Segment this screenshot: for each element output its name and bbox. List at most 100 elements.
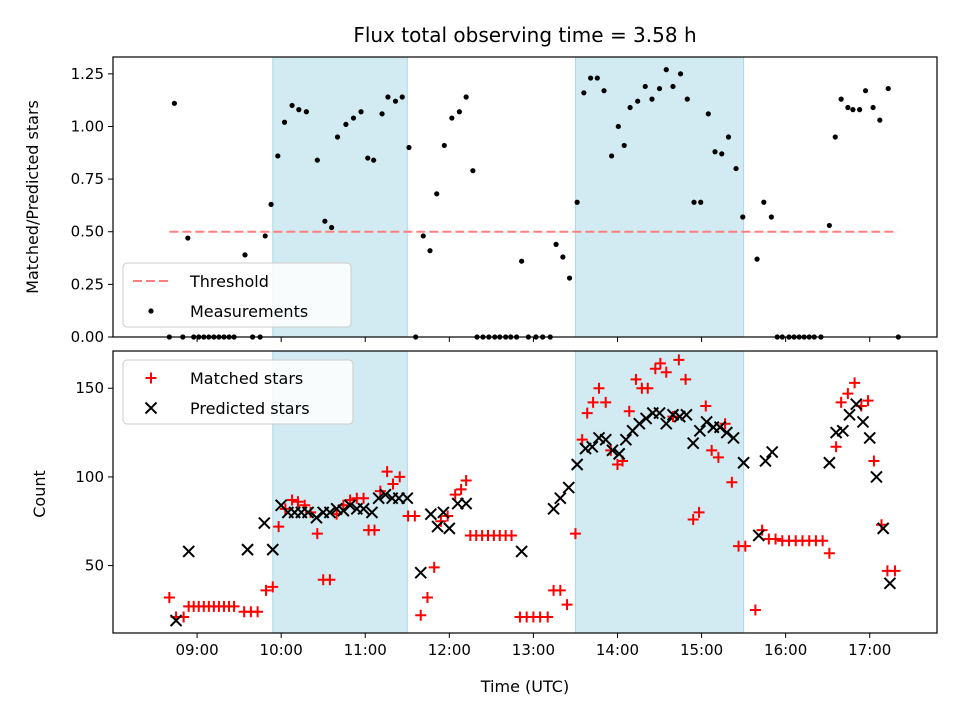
- predicted-stars-point-23: [401, 492, 414, 505]
- legend-handle-0: [145, 372, 157, 384]
- measurements-point-63: [581, 90, 587, 96]
- matched-stars-point-92: [749, 604, 761, 616]
- measurements-point-83: [719, 151, 725, 157]
- matched-stars-point-20: [286, 494, 298, 506]
- measurements-point-70: [627, 104, 633, 111]
- predicted-stars-point-62: [765, 445, 779, 459]
- matched-stars-point-42: [428, 561, 440, 573]
- matched-stars-point-68: [593, 382, 605, 394]
- measurements-point-23: [314, 157, 320, 163]
- measurements-point-74: [656, 85, 663, 92]
- measurements-point-99: [826, 222, 832, 229]
- measurements-point-86: [740, 214, 746, 220]
- measurements-point-43: [456, 109, 463, 115]
- matched-stars-point-85: [700, 400, 712, 412]
- measurements-point-67: [609, 153, 615, 159]
- bottom-y-axis-label: Count: [30, 470, 49, 518]
- chart-title: Flux total observing time = 3.58 h: [353, 23, 696, 47]
- measurements-point-75: [663, 67, 669, 73]
- matched-stars-point-83: [687, 513, 699, 525]
- matched-stars-point-104: [830, 441, 842, 453]
- measurements-point-73: [649, 96, 655, 102]
- matched-stars-point-78: [654, 357, 666, 369]
- measurements-point-59: [553, 241, 559, 247]
- matched-stars-point-64: [569, 528, 581, 540]
- measurements-point-103: [850, 107, 856, 113]
- matched-stars-point-106: [842, 388, 854, 400]
- matched-stars-point-82: [680, 373, 692, 385]
- measurements-point-60: [560, 254, 566, 260]
- matched-stars-point-24: [311, 528, 323, 540]
- matched-stars-point-65: [576, 434, 588, 446]
- measurements-point-79: [691, 199, 697, 205]
- x-tick-label-3: 12:00: [428, 641, 471, 659]
- measurements-point-106: [870, 104, 876, 111]
- predicted-stars-point-59: [737, 456, 750, 469]
- matched-stars-point-47: [460, 474, 472, 486]
- measurements-point-22: [303, 109, 309, 115]
- predicted-stars-point-33: [554, 492, 567, 505]
- measurements-point-68: [615, 123, 621, 130]
- predicted-stars-point-72: [883, 577, 897, 590]
- x-tick-label-5: 14:00: [596, 641, 639, 659]
- matched-stars-point-91: [739, 540, 751, 552]
- legend-box-ratio: [122, 262, 352, 328]
- matched-stars-point-16: [260, 584, 272, 596]
- matched-stars-point-81: [673, 354, 685, 366]
- matched-stars-point-110: [868, 455, 880, 467]
- measurements-point-101: [838, 96, 844, 102]
- measurements-point-104: [857, 107, 863, 113]
- y-tick-label-counts-0: 50: [85, 557, 104, 575]
- y-tick-label-counts-1: 100: [75, 468, 104, 486]
- measurements-point-77: [677, 71, 684, 77]
- matched-stars-point-74: [630, 373, 642, 385]
- measurements-point-30: [365, 155, 371, 161]
- measurements-point-25: [329, 224, 335, 231]
- measurements-point-72: [642, 83, 648, 90]
- matched-stars-point-34: [374, 485, 386, 497]
- predicted-stars-point-35: [570, 458, 584, 471]
- predicted-stars-point-40: [606, 444, 619, 457]
- predicted-stars-point-58: [727, 431, 740, 445]
- predicted-stars-point-39: [599, 433, 612, 446]
- measurements-point-66: [601, 88, 607, 94]
- measurements-point-39: [427, 248, 433, 254]
- matched-stars-point-80: [667, 411, 679, 423]
- measurements-point-17: [268, 201, 274, 207]
- predicted-stars-point-20: [379, 488, 392, 501]
- measurements-point-78: [684, 96, 690, 102]
- predicted-stars-point-66: [843, 408, 856, 422]
- predicted-stars-point-0: [169, 614, 183, 627]
- matched-stars-point-93: [756, 524, 768, 536]
- matched-stars-point-0: [163, 592, 175, 604]
- y-tick-label-ratio-1: 0.25: [71, 275, 104, 293]
- y-tick-label-ratio-3: 0.75: [71, 170, 104, 188]
- predicted-stars-point-32: [547, 502, 560, 516]
- matched-stars-point-46: [455, 483, 467, 495]
- matched-stars-point-67: [587, 396, 599, 408]
- legend-label-ratio-0: Threshold: [189, 272, 269, 291]
- predicted-stars-point-27: [437, 506, 450, 519]
- matched-stars-point-29: [344, 494, 356, 506]
- matched-stars-point-15: [252, 606, 264, 618]
- measurements-point-34: [392, 98, 399, 104]
- shaded-span-counts-1: [574, 350, 745, 634]
- measurements-point-44: [463, 94, 469, 100]
- predicted-stars-point-26: [431, 520, 444, 533]
- shaded-span-ratio-1: [574, 56, 745, 338]
- matched-stars-point-66: [581, 407, 593, 419]
- matched-stars-point-35: [381, 466, 393, 478]
- measurements-point-105: [862, 88, 869, 94]
- matched-stars-point-69: [600, 396, 612, 408]
- predicted-stars-point-15: [343, 499, 357, 512]
- x-tick-label-7: 16:00: [764, 641, 807, 659]
- x-tick-label-4: 13:00: [512, 641, 555, 659]
- measurements-point-24: [322, 218, 328, 224]
- predicted-stars-point-3: [258, 516, 271, 530]
- predicted-stars-point-37: [586, 440, 599, 453]
- predicted-stars-point-30: [459, 497, 473, 510]
- matched-stars-point-55: [506, 529, 518, 541]
- predicted-stars-point-67: [850, 398, 863, 411]
- predicted-stars-point-71: [876, 522, 890, 535]
- measurements-point-20: [289, 102, 295, 109]
